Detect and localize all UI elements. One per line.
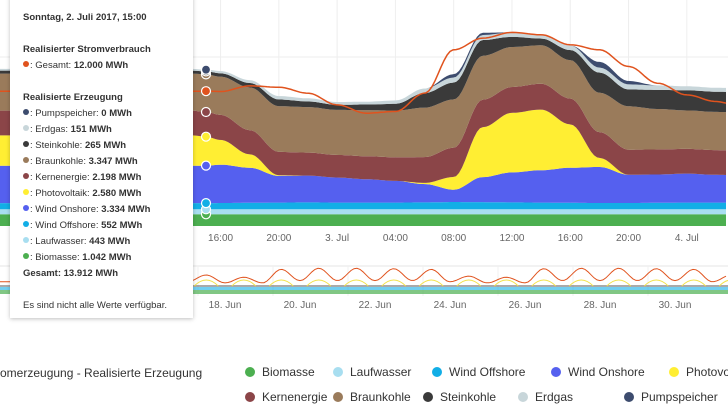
navigator-pv-line bbox=[193, 279, 219, 287]
navigator-pv-line bbox=[718, 279, 728, 287]
navigator-area-wind bbox=[0, 287, 728, 290]
legend-dot-icon bbox=[551, 367, 561, 377]
x-axis: 16:00 20:00 3. Jul 04:00 08:00 12:00 16:00 20:0… bbox=[208, 233, 699, 244]
legend-item-kernenergie[interactable]: Kernenergie bbox=[245, 390, 327, 404]
navigator[interactable]: 18. Jun 20. Jun 22. Jun 24. Jun 26. Jun 28. J… bbox=[0, 265, 728, 311]
tooltip-row: : Wind Onshore: 3.334 MWh bbox=[23, 202, 193, 218]
navigator-pv-line bbox=[418, 279, 444, 287]
navigator-pv-line bbox=[306, 279, 332, 287]
navigator-tick-label: 18. Jun bbox=[209, 300, 242, 311]
tooltip-row: : Steinkohle: 265 MWh bbox=[23, 138, 193, 154]
tooltip-row: : Pumpspeicher: 0 MWh bbox=[23, 106, 193, 122]
navigator-area-biomasse bbox=[0, 290, 728, 294]
legend-dot-icon bbox=[245, 367, 255, 377]
series-dot-icon bbox=[23, 221, 29, 227]
tooltip-datetime: Sonntag, 2. Juli 2017, 15:00 bbox=[23, 12, 147, 23]
series-dot-icon bbox=[23, 189, 29, 195]
marker-pumpspeicher bbox=[200, 64, 212, 75]
x-tick-label: 20:00 bbox=[616, 233, 641, 244]
navigator-tick-label: 22. Jun bbox=[359, 300, 392, 311]
x-tick-label: 3. Jul bbox=[325, 233, 349, 244]
series-dot-icon bbox=[23, 61, 29, 67]
x-tick-label: 16:00 bbox=[558, 233, 583, 244]
legend-item-steinkohle[interactable]: Steinkohle bbox=[423, 390, 496, 404]
tooltip-row: : Wind Offshore: 552 MWh bbox=[23, 218, 193, 234]
legend-dot-icon bbox=[423, 392, 433, 402]
legend-item-erdgas[interactable]: Erdgas bbox=[518, 390, 573, 404]
area-photovoltaik bbox=[0, 109, 726, 190]
series-dot-icon bbox=[23, 109, 29, 115]
series-dot-icon bbox=[23, 237, 29, 243]
area-steinkohle bbox=[0, 36, 726, 113]
legend-dot-icon bbox=[333, 367, 343, 377]
marker-kernenergie bbox=[200, 106, 212, 118]
navigator-pv-line bbox=[231, 279, 257, 287]
navigator-pv-line bbox=[268, 279, 294, 287]
series-dot-icon bbox=[23, 157, 29, 163]
marker-wind-offshore bbox=[200, 198, 212, 209]
navigator-tick-label: 26. Jun bbox=[509, 300, 542, 311]
legend-item-wind-offshore[interactable]: Wind Offshore bbox=[432, 365, 525, 379]
legend-item-laufwasser[interactable]: Laufwasser bbox=[333, 365, 411, 379]
navigator-tick-label: 20. Jun bbox=[284, 300, 317, 311]
x-tick-label: 08:00 bbox=[441, 233, 466, 244]
series-dot-icon bbox=[23, 173, 29, 179]
series-dot-icon bbox=[23, 205, 29, 211]
tooltip-total: Gesamt: 13.912 MWh bbox=[23, 268, 119, 279]
navigator-pv-line bbox=[493, 279, 519, 287]
navigator-pv-line bbox=[681, 279, 707, 287]
legend-dot-icon bbox=[245, 392, 255, 402]
tooltip-row-consumption: : Gesamt: 12.000 MWh bbox=[23, 58, 193, 74]
x-tick-label: 20:00 bbox=[266, 233, 291, 244]
navigator-pv-line bbox=[531, 279, 557, 287]
series-dot-icon bbox=[23, 253, 29, 259]
series-dot-icon bbox=[23, 141, 29, 147]
crosshair-markers bbox=[200, 64, 212, 220]
x-tick-label: 04:00 bbox=[383, 233, 408, 244]
tooltip: Sonntag, 2. Juli 2017, 15:00 Realisierte… bbox=[10, 0, 193, 318]
x-tick-label: 4. Jul bbox=[675, 233, 699, 244]
legend-dot-icon bbox=[624, 392, 634, 402]
tooltip-row: : Photovoltaik: 2.580 MWh bbox=[23, 186, 193, 202]
navigator-pv-line bbox=[381, 279, 407, 287]
tooltip-row: : Kernenergie: 2.198 MWh bbox=[23, 170, 193, 186]
legend-item-wind-onshore[interactable]: Wind Onshore bbox=[551, 365, 645, 379]
navigator-tick-label: 30. Jun bbox=[659, 300, 692, 311]
navigator-pv-line bbox=[643, 279, 669, 287]
generation-heading: Realisierte Erzeugung bbox=[23, 92, 123, 103]
tooltip-row: : Biomasse: 1.042 MWh bbox=[23, 250, 193, 266]
legend-dot-icon bbox=[518, 392, 528, 402]
legend-dot-icon bbox=[333, 392, 343, 402]
legend-dot-icon bbox=[432, 367, 442, 377]
legend-item-pumpspeicher[interactable]: Pumpspeicher bbox=[624, 390, 718, 404]
tooltip-row: : Braunkohle: 3.347 MWh bbox=[23, 154, 193, 170]
legend-dot-icon bbox=[669, 367, 679, 377]
x-tick-label: 16:00 bbox=[208, 233, 233, 244]
series-dot-icon bbox=[23, 125, 29, 131]
marker-consumption bbox=[200, 86, 212, 97]
legend-item-photovoltaik[interactable]: Photovoltaik bbox=[669, 365, 728, 379]
area-kernenergie bbox=[0, 83, 726, 183]
x-tick-label: 12:00 bbox=[499, 233, 524, 244]
navigator-tick-label: 24. Jun bbox=[434, 300, 467, 311]
legend-item-braunkohle[interactable]: Braunkohle bbox=[333, 390, 411, 404]
area-braunkohle bbox=[0, 45, 726, 158]
tooltip-row: : Erdgas: 151 MWh bbox=[23, 122, 193, 138]
navigator-tick-label: 28. Jun bbox=[584, 300, 617, 311]
navigator-pv-line bbox=[456, 279, 482, 287]
marker-photovoltaik bbox=[200, 131, 212, 142]
legend-item-biomasse[interactable]: Biomasse bbox=[245, 365, 315, 379]
navigator-pv-line bbox=[343, 279, 369, 287]
tooltip-row: : Laufwasser: 443 MWh bbox=[23, 234, 193, 250]
tooltip-note: Es sind nicht alle Werte verfügbar. bbox=[23, 300, 167, 311]
consumption-heading: Realisierter Stromverbrauch bbox=[23, 44, 151, 55]
navigator-pv-line bbox=[606, 279, 632, 287]
marker-wind-onshore bbox=[200, 160, 212, 171]
navigator-pv-line bbox=[568, 279, 594, 287]
navigator-area-conventional bbox=[0, 285, 728, 287]
legend-title: omerzeugung - Realisierte Erzeugung bbox=[0, 366, 203, 380]
